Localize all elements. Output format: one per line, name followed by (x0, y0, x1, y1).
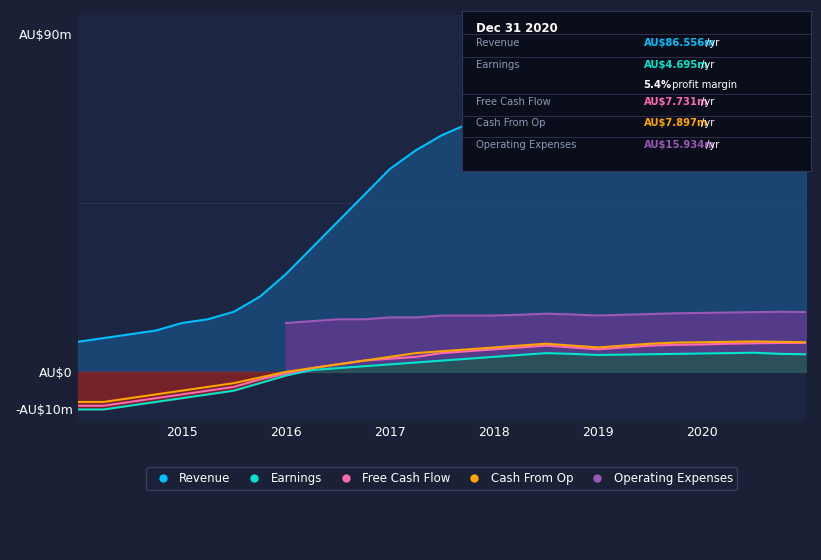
Text: /yr: /yr (707, 38, 720, 48)
Text: AU$7.897m: AU$7.897m (644, 118, 708, 128)
Text: /yr: /yr (707, 139, 720, 150)
Legend: Revenue, Earnings, Free Cash Flow, Cash From Op, Operating Expenses: Revenue, Earnings, Free Cash Flow, Cash … (146, 468, 737, 490)
Text: /yr: /yr (700, 60, 714, 70)
Text: Cash From Op: Cash From Op (476, 118, 546, 128)
Text: AU$15.934m: AU$15.934m (644, 139, 715, 150)
Text: Operating Expenses: Operating Expenses (476, 139, 576, 150)
Text: AU$7.731m: AU$7.731m (644, 96, 709, 106)
Text: Revenue: Revenue (476, 38, 520, 48)
Text: 5.4%: 5.4% (644, 80, 672, 90)
Text: /yr: /yr (700, 118, 714, 128)
Text: AU$86.556m: AU$86.556m (644, 38, 715, 48)
Text: Dec 31 2020: Dec 31 2020 (476, 22, 558, 35)
Text: profit margin: profit margin (669, 80, 737, 90)
Text: AU$4.695m: AU$4.695m (644, 60, 709, 70)
Text: /yr: /yr (700, 96, 714, 106)
Text: Free Cash Flow: Free Cash Flow (476, 96, 551, 106)
Text: Earnings: Earnings (476, 60, 520, 70)
